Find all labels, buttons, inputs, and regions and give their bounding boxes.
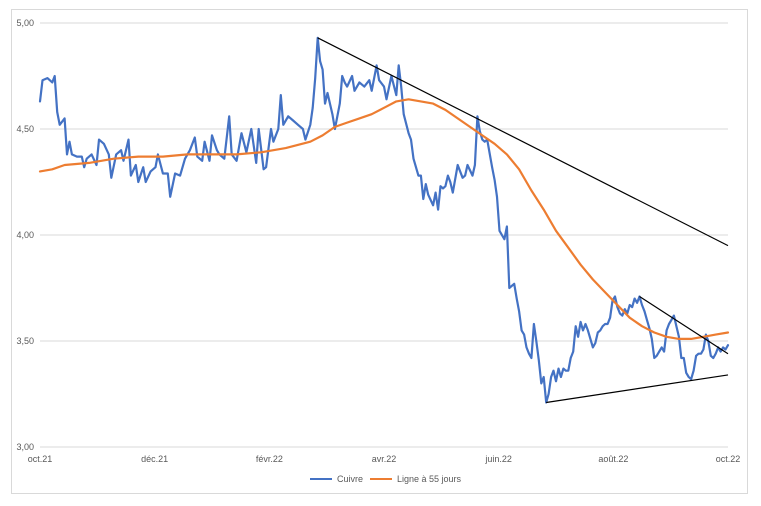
y-tick-label: 5,00 [16,18,34,28]
x-tick-label: oct.22 [716,454,741,464]
trendline [546,374,729,404]
y-tick-label: 3,00 [16,442,34,452]
x-tick-label: août.22 [598,454,628,464]
trendline [317,37,729,247]
chart-area: 5,00 4,50 4,00 3,50 3,00 oct.21 déc.21 févr.22… [11,9,748,494]
x-tick-label: févr.22 [256,454,283,464]
x-tick-label: déc.21 [141,454,168,464]
chart-canvas: 5,00 4,50 4,00 3,50 3,00 oct.21 déc.21 févr.22… [16,18,741,484]
y-tick-label: 3,50 [16,336,34,346]
series-line-cuivre [38,36,730,404]
legend: Cuivre Ligne à 55 jours [310,474,462,484]
x-tick-label: avr.22 [372,454,397,464]
y-tick-label: 4,50 [16,124,34,134]
series-line-ligne-55-jours [38,98,730,340]
legend-label-ligne-55-jours: Ligne à 55 jours [397,474,462,484]
trendline [639,295,729,355]
y-tick-label: 4,00 [16,230,34,240]
x-tick-label: juin.22 [484,454,512,464]
legend-label-cuivre: Cuivre [337,474,363,484]
x-tick-label: oct.21 [28,454,53,464]
